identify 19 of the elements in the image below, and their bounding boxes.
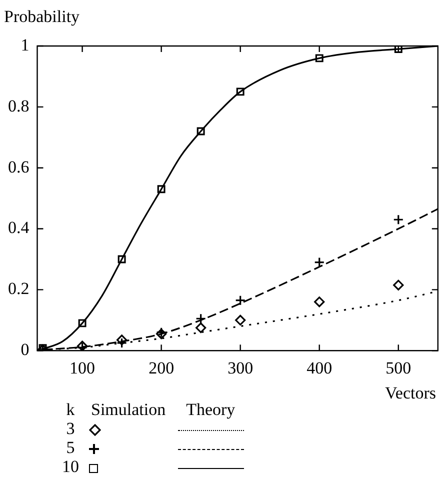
y-tick-label: 1 bbox=[20, 35, 30, 54]
y-tick-label: 0.2 bbox=[8, 279, 30, 298]
legend-label: 10 bbox=[61, 457, 80, 476]
legend-title: k bbox=[65, 400, 76, 419]
x-axis-title: Vectors bbox=[385, 384, 436, 403]
text: Theory bbox=[185, 400, 236, 419]
x-tick-label: 500 bbox=[386, 358, 412, 378]
y-tick-label: 0.4 bbox=[8, 218, 30, 238]
y-axis-title: Probability bbox=[4, 7, 80, 26]
y-tick-label: 0.6 bbox=[8, 157, 30, 176]
x-tick-label: 300 bbox=[228, 358, 254, 378]
x-tick-label: 200 bbox=[148, 358, 174, 378]
y-tick-label: 0 bbox=[20, 340, 30, 360]
legend-label: 5 bbox=[65, 438, 76, 457]
legend-label: 3 bbox=[65, 419, 76, 438]
x-tick-label: 100 bbox=[70, 358, 96, 378]
x-tick-label: 400 bbox=[306, 358, 332, 378]
text: Simulation bbox=[90, 400, 167, 419]
y-tick-label: 0.8 bbox=[8, 96, 30, 116]
